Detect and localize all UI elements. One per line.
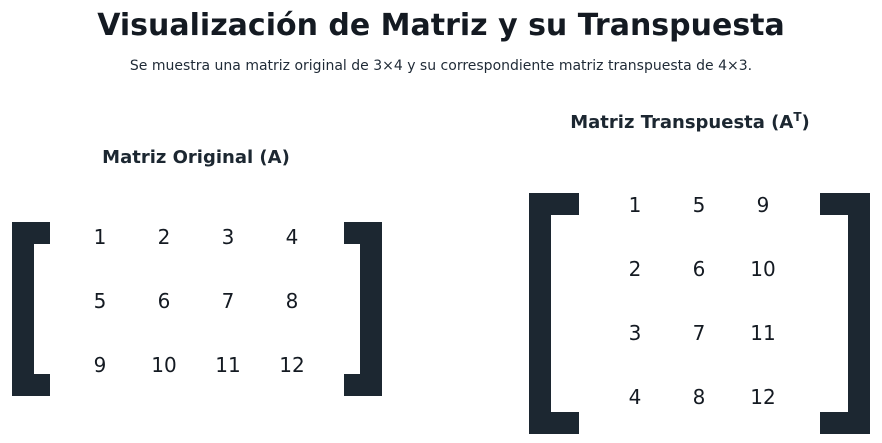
original-cell-r3-c1: 9 (93, 353, 107, 377)
original-cell-r1-c3: 3 (221, 225, 235, 249)
page-title: Visualización de Matriz y su Transpuesta (97, 8, 785, 43)
transpose-cell-r4-c2: 8 (692, 385, 706, 409)
transpose-cell-r4-c1: 4 (628, 385, 642, 409)
original-cell-r1-c1: 1 (93, 225, 107, 249)
transpose-cell-r2-c3: 10 (750, 257, 776, 281)
transpose-cell-r2-c2: 6 (692, 257, 706, 281)
original-cell-r2-c3: 7 (221, 289, 235, 313)
original-cell-r2-c2: 6 (157, 289, 171, 313)
transpose-right-bracket (820, 193, 870, 434)
original-cell-r1-c2: 2 (157, 225, 171, 249)
original-right-bracket (344, 222, 382, 396)
original-cell-r3-c3: 11 (215, 353, 241, 377)
transpose-matrix-label: Matriz Transpuesta (AT) (560, 111, 820, 135)
original-cell-r2-c1: 5 (93, 289, 107, 313)
transpose-left-bracket (529, 193, 579, 434)
transpose-label-main: Matriz Transpuesta (A (570, 112, 794, 133)
original-cell-r3-c4: 12 (279, 353, 305, 377)
original-left-bracket (12, 222, 50, 396)
original-cell-r3-c2: 10 (151, 353, 177, 377)
transpose-cell-r2-c1: 2 (628, 257, 642, 281)
transpose-cell-r4-c3: 12 (750, 385, 776, 409)
page-subtitle: Se muestra una matriz original de 3×4 y … (129, 58, 753, 74)
transpose-cell-r1-c1: 1 (628, 193, 642, 217)
original-cell-r2-c4: 8 (285, 289, 299, 313)
transpose-cell-r1-c3: 9 (756, 193, 770, 217)
transpose-cell-r3-c1: 3 (628, 321, 642, 345)
transpose-label-superscript: T (793, 110, 802, 124)
transpose-cell-r1-c2: 5 (692, 193, 706, 217)
transpose-cell-r3-c3: 11 (750, 321, 776, 345)
original-cell-r1-c4: 4 (285, 225, 299, 249)
transpose-cell-r3-c2: 7 (692, 321, 706, 345)
transpose-label-close: ) (801, 112, 810, 133)
original-matrix-label: Matriz Original (A) (102, 147, 290, 168)
